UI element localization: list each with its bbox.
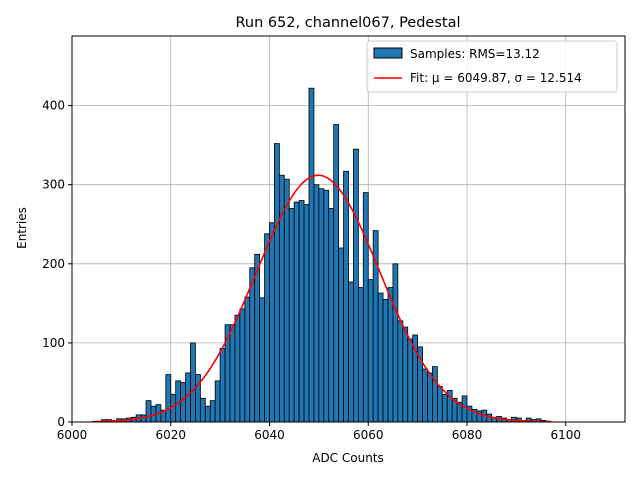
x-axis-ticks: 6000 6020 6040 6060 6080 6100 (57, 422, 581, 442)
histogram-bar (214, 380, 221, 423)
histogram-bar (249, 267, 256, 423)
histogram-bar (328, 208, 335, 423)
histogram-bar (427, 372, 433, 423)
x-tick-label: 6080 (452, 428, 483, 442)
x-tick-label: 6020 (155, 428, 186, 442)
y-tick-label: 0 (57, 415, 65, 429)
histogram-bar (432, 366, 438, 423)
histogram-bar (283, 178, 290, 423)
histogram-bar (387, 287, 394, 423)
histogram-bar (362, 192, 369, 423)
legend-histogram-label: Samples: RMS=13.12 (410, 47, 540, 61)
histogram-bar (422, 368, 428, 423)
y-tick-label: 400 (42, 99, 65, 113)
histogram-bar (288, 208, 295, 423)
histogram-bar (323, 189, 330, 423)
histogram-bar (190, 342, 196, 423)
y-axis-label: Entries (15, 207, 29, 249)
histogram-bar (338, 247, 344, 423)
histogram-bar (259, 297, 265, 423)
histogram-bar (209, 400, 216, 423)
plot-frame (71, 35, 626, 423)
histogram-bar (377, 292, 384, 423)
histogram-bars (96, 87, 552, 423)
histogram-bar (303, 204, 310, 423)
histogram-bar (441, 393, 448, 423)
x-tick-label: 6100 (550, 428, 581, 442)
x-axis-label: ADC Counts (312, 451, 384, 465)
histogram-bar (436, 386, 443, 423)
y-axis-ticks: 0 100 200 300 400 (42, 99, 72, 429)
y-tick-label: 200 (42, 257, 65, 271)
histogram-bar (313, 184, 320, 423)
histogram-bar (239, 308, 246, 423)
histogram-bar (199, 397, 206, 423)
histogram-bar (274, 143, 280, 423)
histogram-bar (229, 324, 236, 423)
legend-fit-label: Fit: μ = 6049.87, σ = 12.514 (410, 71, 582, 85)
histogram-bar (244, 296, 251, 423)
histogram-bar (382, 298, 389, 423)
histogram-bar (234, 314, 241, 423)
histogram-bar (264, 233, 270, 423)
histogram-bar (318, 188, 325, 423)
legend-histogram-swatch (373, 47, 403, 59)
histogram-bar (308, 87, 315, 423)
y-tick-label: 100 (42, 336, 65, 350)
histogram-bar (348, 281, 354, 423)
x-tick-label: 6040 (254, 428, 285, 442)
legend: Samples: RMS=13.12 Fit: μ = 6049.87, σ =… (366, 40, 618, 93)
histogram-bar (219, 348, 226, 423)
chart-title: Run 652, channel067, Pedestal (235, 15, 460, 31)
histogram-bar (269, 222, 275, 423)
histogram-bar (353, 148, 359, 423)
histogram-bar (397, 320, 404, 423)
fit-curve (91, 174, 551, 423)
histogram-bar (392, 263, 399, 423)
x-tick-label: 6060 (353, 428, 384, 442)
histogram-bar (180, 382, 186, 423)
histogram-bar (343, 170, 349, 423)
histogram-bar (461, 395, 468, 423)
y-tick-label: 300 (42, 178, 65, 192)
histogram-bar (367, 279, 374, 423)
histogram-bar (145, 400, 152, 423)
histogram-bar (298, 200, 305, 423)
x-tick-label: 6000 (57, 428, 88, 442)
histogram-bar (254, 253, 261, 423)
histogram-bar (204, 405, 211, 423)
histogram-bar (486, 413, 493, 423)
histogram-bar (333, 124, 340, 423)
legend-box (366, 40, 618, 93)
histogram-bar (407, 338, 414, 423)
histogram-bar (293, 201, 300, 423)
histogram-bar (165, 374, 172, 423)
histogram-bar (402, 326, 409, 423)
histogram-bar (357, 287, 364, 423)
